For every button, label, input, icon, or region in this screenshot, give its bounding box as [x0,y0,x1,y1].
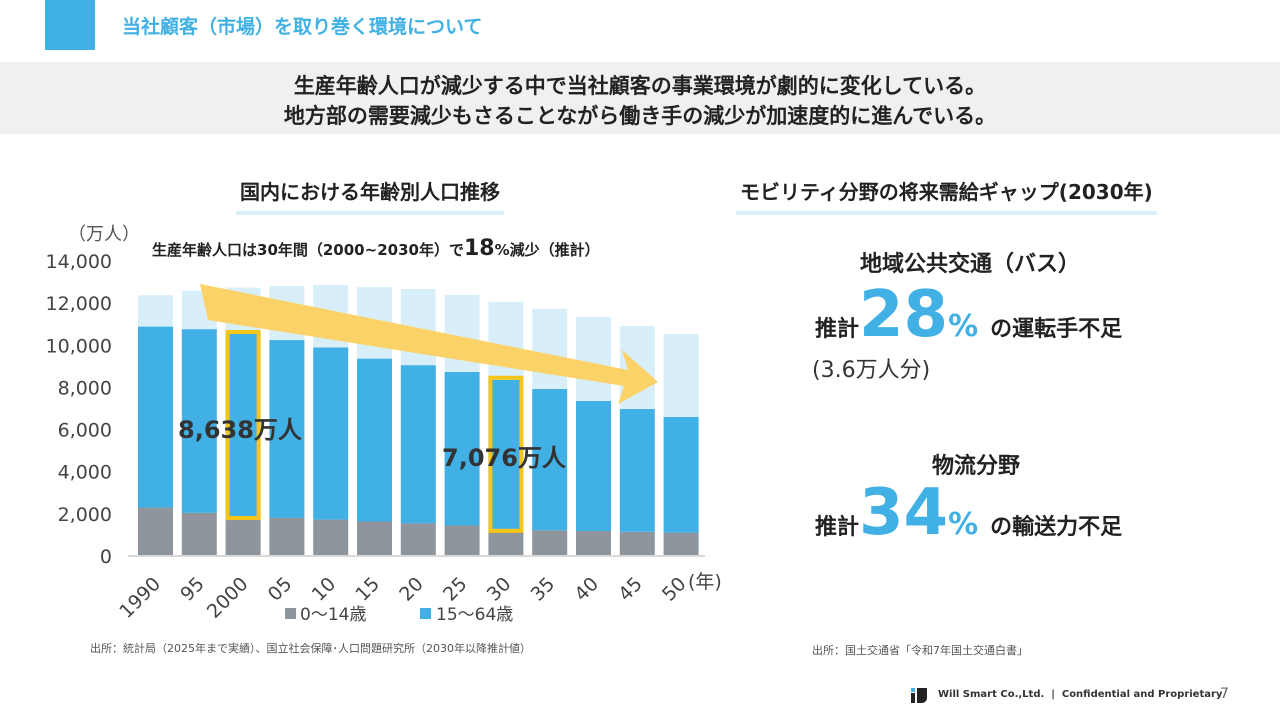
highlight-label: 8,638万人 [178,416,302,444]
y-tick-label: 2,000 [58,504,112,526]
bar-segment-1 [181,329,217,513]
y-tick-label: 8,000 [58,377,112,399]
bus-sub: (3.6万人分) [812,358,931,383]
logistics-stat: 推計34% の輸送力不足 [815,476,1122,550]
bar-segment-0 [357,521,392,555]
bus-title: 地域公共交通（バス） [860,252,1081,277]
summary-banner [0,62,1280,134]
y-tick-label: 12,000 [46,293,112,315]
company-logo-icon [911,688,927,703]
bus-pre: 推計 [815,317,860,342]
x-tick-label: 2000 [203,573,253,623]
bar-segment-1 [532,388,568,531]
y-tick-label: 10,000 [46,335,112,357]
y-tick-label: 6,000 [58,420,112,442]
logistics-pre: 推計 [815,515,860,540]
legend-label-15-64: 15～64歳 [436,605,513,625]
logistics-post: の輸送力不足 [990,515,1123,540]
logistics-title: 物流分野 [932,454,1021,479]
x-tick-label: 95 [176,573,209,606]
bar-segment-0 [138,507,173,555]
legend-swatch-15-64 [420,608,431,619]
x-tick-label: 15 [351,573,384,606]
logistics-pct: % [948,507,979,542]
x-tick-label: 05 [264,573,297,606]
bus-pct: % [948,309,979,344]
bar-segment-1 [488,379,524,529]
y-tick-label: 14,000 [46,251,112,273]
bar-segment-0 [444,525,480,555]
bar-segment-0 [269,517,305,555]
chart-annotation: 生産年齢人口は30年間（2000~2030年）で18%減少（推計） [152,236,600,261]
x-tick-label: 1990 [115,573,165,623]
trend-arrow [200,284,658,404]
footer-company: Will Smart Co.,Ltd. | Confidential and P… [938,689,1223,700]
bar-segment-1 [400,365,436,524]
legend-label-0-14: 0～14歳 [300,605,366,625]
bar-segment-2 [663,333,699,417]
bus-number: 28 [859,278,949,352]
bar-segment-1 [619,408,655,532]
x-unit-label: (年) [688,571,722,593]
y-tick-label: 4,000 [58,462,112,484]
bar-segment-0 [576,530,611,555]
x-tick-label: 40 [570,573,603,606]
legend-swatch-0-14 [285,608,296,619]
bar-segment-1 [225,334,261,517]
annotation-number: 18 [463,236,495,261]
chart-heading: 国内における年齢別人口推移 [236,176,504,215]
bar-segment-0 [313,519,349,555]
bar-segment-0 [532,530,568,555]
chart-source: 出所：統計局（2025年まで実績）、国立社会保障･人口問題研究所（2030年以降… [90,642,531,655]
bar-segment-1 [138,326,173,508]
bar-segment-1 [357,358,392,522]
x-tick-label: 35 [527,573,560,606]
bar-segment-0 [663,532,699,555]
x-tick-label: 20 [395,573,428,606]
bar-segment-1 [663,416,699,533]
summary-line-1: 生産年齢人口が減少する中で当社顧客の事業環境が劇的に変化している。 [293,74,987,98]
bar-segment-0 [400,523,436,555]
bar-segment-2 [576,316,611,401]
x-tick-label: 25 [439,573,472,606]
bus-stat: 推計28% の運転手不足 [815,278,1122,352]
summary-line-2: 地方部の需要減少もさることながら働き手の減少が加速度的に進んでいる。 [283,104,997,128]
highlight-box [225,330,261,521]
bar-segment-0 [619,531,655,555]
highlight-label: 7,076万人 [442,444,566,472]
bar-segment-1 [269,340,305,518]
x-tick-label: 50 [658,573,691,606]
annotation-text: 生産年齢人口は30年間（2000~2030年）で [152,241,464,259]
x-tick-label: 45 [614,573,647,606]
annotation-pct: % [494,241,510,259]
bar-segment-0 [181,512,217,555]
bus-post: の運転手不足 [990,317,1123,342]
title-accent-block [45,0,95,50]
gap-heading: モビリティ分野の将来需給ギャップ(2030年) [736,176,1157,215]
x-tick-label: 10 [308,573,341,606]
gap-source: 出所：国土交通省「令和7年国土交通白書」 [812,644,1028,657]
bar-segment-1 [313,347,349,520]
y-axis-label: （万人） [68,224,140,245]
page-title: 当社顧客（市場）を取り巻く環境について [122,16,483,38]
page-number: 7 [1220,686,1229,702]
bar-segment-2 [532,308,568,389]
bar-segment-1 [444,371,480,526]
bar-segment-2 [138,295,173,327]
bar-segment-1 [576,400,611,531]
logistics-number: 34 [859,476,949,550]
x-tick-label: 30 [483,573,516,606]
bar-segment-0 [225,516,261,555]
y-tick-label: 0 [100,546,112,568]
bar-segment-0 [488,528,524,555]
highlight-box [488,375,524,533]
annotation-text-2: 減少（推計） [509,241,600,259]
